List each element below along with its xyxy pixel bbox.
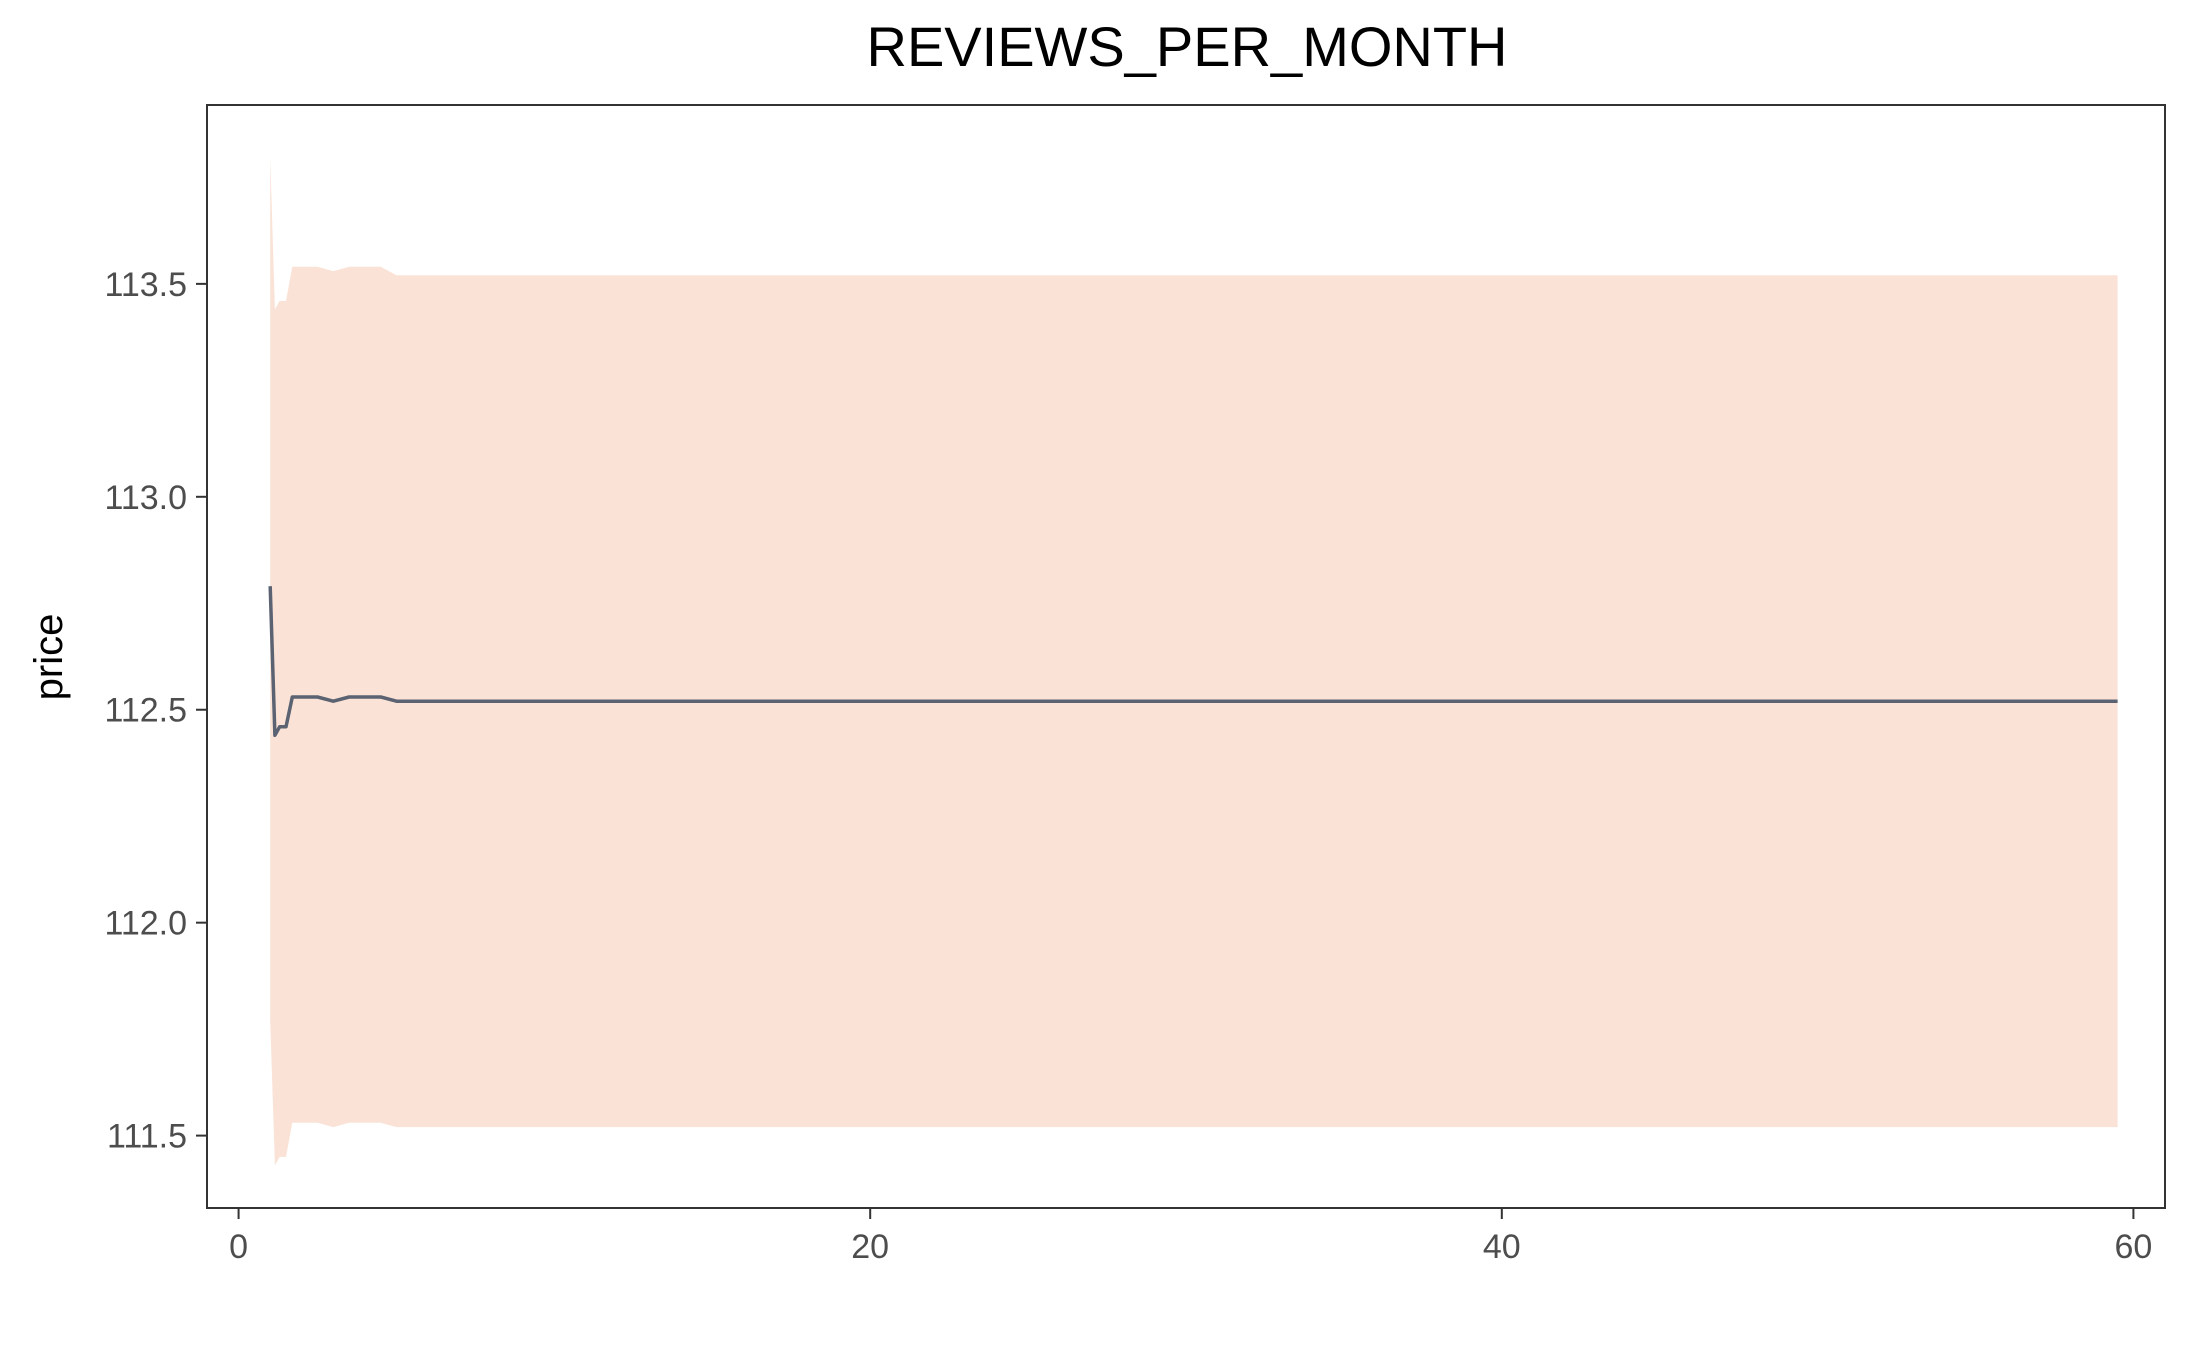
y-tick-label: 113.0: [104, 479, 187, 517]
panel-border: [206, 104, 2166, 1209]
x-tick-label: 40: [1483, 1228, 1521, 1266]
confidence-band: [270, 156, 2118, 1166]
chart-title: REVIEWS_PER_MONTH: [867, 15, 1508, 78]
y-axis: 111.5 112.0 112.5 113.0 113.5: [104, 266, 207, 1156]
y-tick-label: 113.5: [104, 266, 187, 304]
series-line: [268, 586, 2118, 738]
y-tick-label: 111.5: [107, 1118, 187, 1156]
y-tick-label: 112.5: [104, 692, 187, 730]
x-axis: 0 20 40 60: [229, 1208, 2152, 1266]
x-tick-label: 0: [229, 1228, 248, 1266]
plot-area: [206, 104, 2166, 1209]
x-tick-label: 20: [851, 1228, 889, 1266]
y-axis-label: price: [27, 614, 71, 701]
y-tick-label: 112.0: [104, 905, 187, 943]
x-tick-label: 60: [2115, 1228, 2153, 1266]
